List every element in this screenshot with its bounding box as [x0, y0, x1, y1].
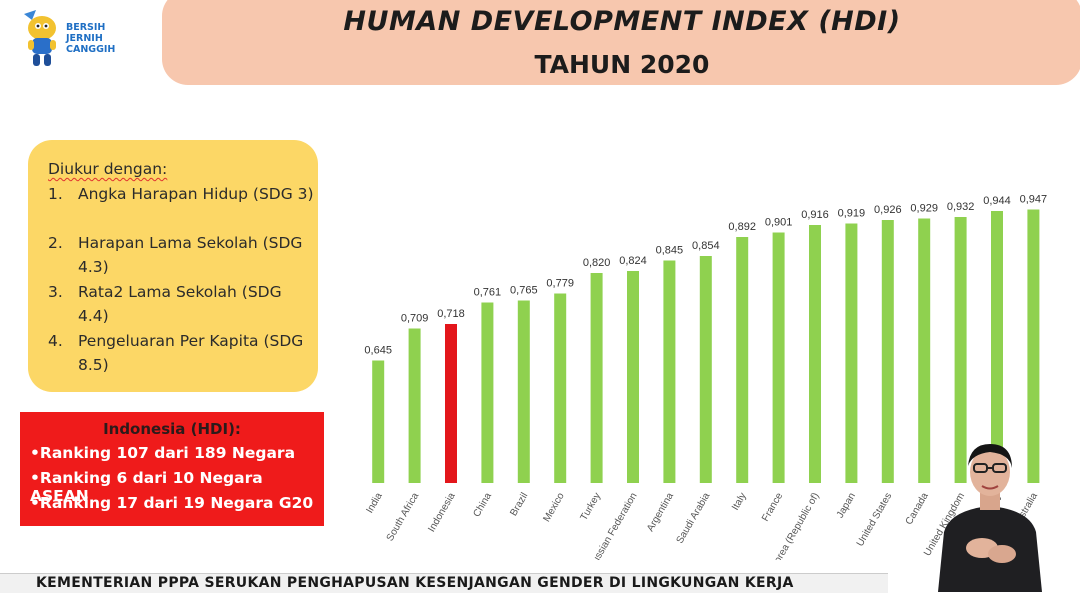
bar-indonesia [445, 324, 457, 483]
ranking-item: •Ranking 17 dari 19 Negara G20 [30, 494, 314, 512]
bar-italy [736, 237, 749, 483]
category-label: Canada [904, 491, 931, 527]
ranking-item: •Ranking 107 dari 189 Negara [30, 444, 296, 462]
value-label: 0,932 [947, 201, 975, 213]
category-label: Mexico [541, 491, 567, 524]
bar-united-states [881, 220, 894, 483]
info-item-text: Pengeluaran Per Kapita (SDG 8.5) [78, 332, 304, 374]
value-label: 0,845 [656, 245, 684, 257]
bar-mexico [554, 293, 567, 483]
category-label: Saudi Arabia [675, 491, 713, 546]
value-label: 0,892 [728, 221, 756, 233]
info-item-number: 2. [48, 234, 63, 252]
logo-line-1: BERSIH [66, 22, 106, 33]
value-label: 0,926 [874, 204, 902, 216]
bar-canada [918, 218, 931, 483]
value-label: 0,645 [364, 345, 392, 357]
value-label: 0,947 [1020, 194, 1048, 206]
info-heading: Diukur dengan: [48, 160, 168, 178]
category-label: United States [855, 491, 895, 549]
category-label: Indonesia [426, 491, 457, 534]
category-label: Italy [730, 491, 749, 512]
value-label: 0,824 [619, 255, 647, 267]
indonesia-box-title: Indonesia (HDI): [103, 420, 241, 438]
bar-india [372, 360, 385, 483]
value-label: 0,944 [983, 195, 1011, 207]
bar-argentina [663, 260, 676, 483]
info-item-text: Rata2 Lama Sekolah (SDG 4.4) [78, 283, 282, 325]
category-label: Japan [835, 491, 858, 520]
info-item-number: 3. [48, 283, 63, 301]
category-label: South Africa [385, 491, 422, 544]
value-label: 0,820 [583, 257, 611, 269]
category-label: China [471, 491, 494, 520]
logo-line-3: CANGGIH [66, 44, 116, 55]
value-label: 0,761 [474, 287, 502, 299]
value-label: 0,765 [510, 285, 538, 297]
category-label: Brazil [508, 491, 530, 518]
sign-language-interpreter-icon [938, 444, 1042, 592]
measurement-info-box: Diukur dengan: 1. Angka Harapan Hidup (S… [28, 140, 318, 392]
bar-united-kingdom [954, 217, 967, 483]
value-label: 0,929 [910, 203, 938, 215]
indonesia-ranking-box: Indonesia (HDI): •Ranking 107 dari 189 N… [20, 412, 324, 526]
value-label: 0,718 [437, 308, 465, 320]
logo: BERSIH JERNIH CANGGIH [18, 8, 138, 74]
bar-france [772, 232, 785, 483]
logo-line-2: JERNIH [66, 33, 103, 44]
category-label: India [364, 491, 385, 516]
bar-japan [845, 223, 858, 483]
bar-turkey [590, 273, 603, 483]
bar-china [481, 302, 494, 483]
category-label: France [760, 491, 785, 524]
info-item-text: Angka Harapan Hidup (SDG 3) [78, 185, 314, 203]
bar-australia [1027, 209, 1040, 483]
bar-korea-republic-of [809, 225, 821, 483]
value-label: 0,854 [692, 240, 720, 252]
info-item-text: Harapan Lama Sekolah (SDG 4.3) [78, 234, 303, 276]
value-label: 0,901 [765, 217, 793, 229]
page-title: HUMAN DEVELOPMENT INDEX (HDI) [343, 6, 901, 37]
value-label: 0,919 [838, 208, 866, 220]
ranking-item: •Ranking 6 dari 10 Negara ASEAN [30, 469, 263, 505]
value-label: 0,709 [401, 313, 429, 325]
title-banner [162, 0, 1080, 85]
info-item-number: 1. [48, 185, 63, 203]
value-label: 0,916 [801, 209, 829, 221]
bar-russian-federation [627, 271, 639, 483]
ticker-text: KEMENTERIAN PPPA SERUKAN PENGHAPUSAN KES… [36, 575, 794, 591]
bar-brazil [517, 300, 530, 483]
info-item-number: 4. [48, 332, 63, 350]
logo-text: BERSIH JERNIH CANGGIH [66, 22, 115, 55]
value-label: 0,779 [546, 278, 574, 290]
bar-saudi-arabia [699, 256, 712, 483]
news-ticker: KEMENTERIAN PPPA SERUKAN PENGHAPUSAN KES… [0, 573, 888, 593]
mascot-logo-icon [24, 10, 56, 66]
bar-germany [991, 211, 1003, 483]
category-label: Argentina [645, 491, 676, 534]
hdi-bar-chart: 0,645 India 0,709 South Africa 0,718 Indonesi… [364, 194, 1048, 561]
category-label: Turkey [579, 491, 604, 523]
bar-south-africa [408, 328, 421, 483]
page-subtitle: TAHUN 2020 [534, 50, 710, 79]
